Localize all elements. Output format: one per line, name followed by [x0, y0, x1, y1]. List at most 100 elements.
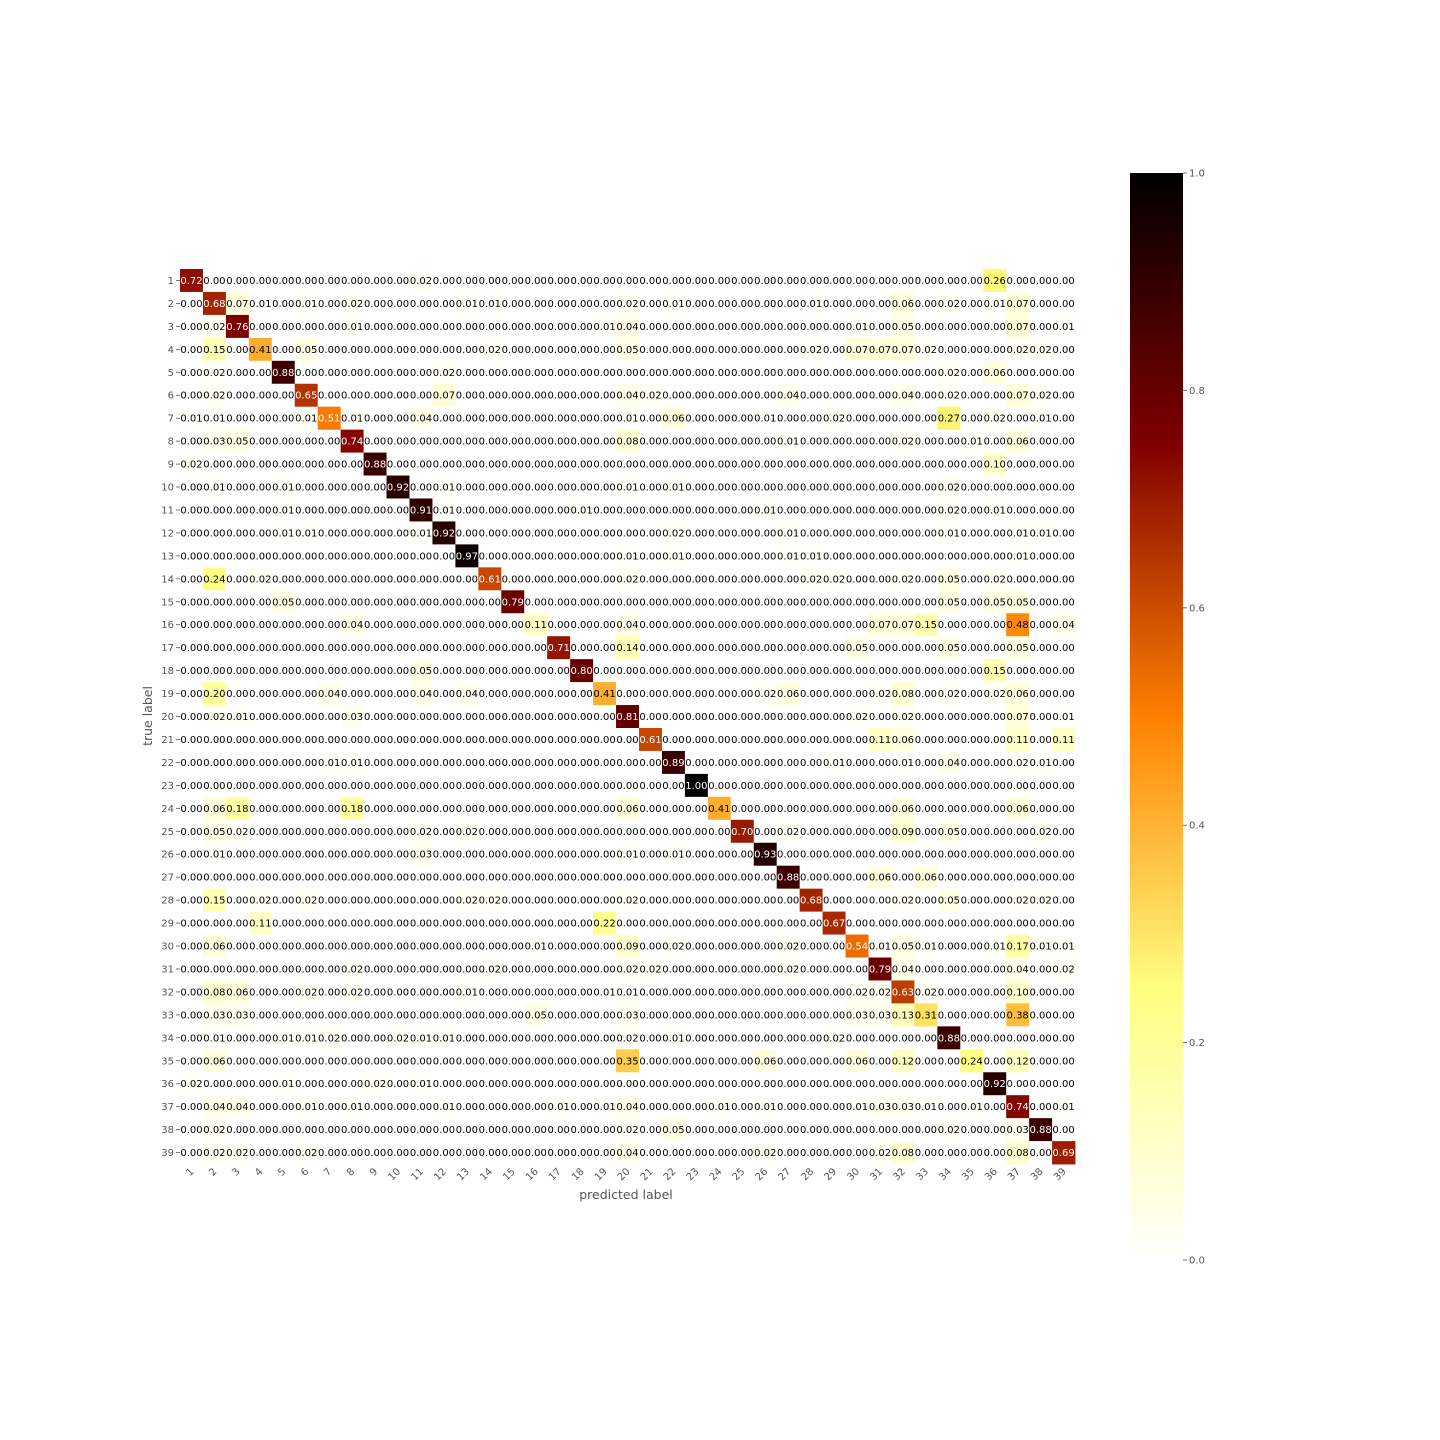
- cell-value-label: 0.03: [869, 1010, 891, 1021]
- cell-value-label: 0.00: [180, 391, 202, 402]
- y-tick-label: 24: [161, 804, 174, 815]
- cell-value-label: 0.01: [984, 505, 1006, 516]
- cell-value-label: 0.00: [708, 758, 730, 769]
- cell-value-label: 0.07: [892, 345, 914, 356]
- cell-value-label: 0.00: [800, 597, 822, 608]
- cell-value-label: 0.00: [341, 505, 363, 516]
- cell-value-label: 0.00: [249, 666, 271, 677]
- heatmap-cell: [914, 383, 938, 408]
- cell-value-label: 0.00: [387, 1125, 409, 1136]
- cell-value-label: 0.00: [249, 781, 271, 792]
- heatmap-cell: [180, 314, 204, 339]
- cell-value-label: 0.00: [846, 597, 868, 608]
- cell-value-label: 0.00: [249, 1033, 271, 1044]
- cell-value-label: 0.00: [456, 1033, 478, 1044]
- cell-value-label: 0.03: [616, 1010, 638, 1021]
- heatmap-cell: [845, 269, 869, 293]
- cell-value-label: 0.00: [915, 483, 937, 494]
- cell-value-label: 0.00: [410, 1010, 432, 1021]
- cell-value-label: 0.41: [249, 345, 271, 356]
- cell-value-label: 0.00: [1052, 368, 1074, 379]
- cell-value-label: 0.00: [662, 689, 684, 700]
- cell-value-label: 0.00: [662, 1148, 684, 1159]
- cell-value-label: 0.00: [616, 781, 638, 792]
- cell-value-label: 0.02: [479, 345, 501, 356]
- cell-value-label: 0.00: [180, 368, 202, 379]
- cell-value-label: 0.01: [548, 1102, 570, 1113]
- cell-value-label: 0.00: [961, 735, 983, 746]
- cell-value-label: 0.00: [915, 758, 937, 769]
- cell-value-label: 0.02: [1007, 345, 1029, 356]
- y-tick-label: 17: [161, 643, 174, 654]
- heatmap-cell: [730, 475, 755, 499]
- cell-value-label: 0.02: [823, 414, 845, 425]
- heatmap-cell: [478, 521, 502, 545]
- heatmap-cell: [524, 406, 548, 431]
- cell-value-label: 0.00: [938, 1010, 960, 1021]
- cell-value-label: 0.00: [479, 873, 501, 884]
- heatmap-cell: [202, 269, 227, 293]
- cell-value-label: 0.00: [823, 322, 845, 333]
- heatmap-cell: [707, 544, 732, 568]
- cell-value-label: 0.00: [525, 414, 547, 425]
- cell-value-label: 0.07: [1007, 322, 1029, 333]
- heatmap-cell: [317, 269, 342, 293]
- cell-value-label: 0.00: [433, 1125, 455, 1136]
- cell-value-label: 0.00: [869, 804, 891, 815]
- cell-value-label: 0.00: [731, 368, 753, 379]
- cell-value-label: 0.01: [777, 551, 799, 562]
- cell-value-label: 0.00: [525, 712, 547, 723]
- heatmap-cells: 0.72 0.00 0.00 0.00 0.00 0.00 0.00 0.00 0.00 0.00…: [180, 269, 1076, 1165]
- cell-value-label: 0.02: [823, 1033, 845, 1044]
- cell-value-label: 0.00: [249, 850, 271, 861]
- cell-value-label: 0.00: [226, 919, 248, 930]
- cell-value-label: 0.00: [938, 873, 960, 884]
- heatmap-cell: [271, 498, 296, 522]
- cell-value-label: 0.00: [708, 1079, 730, 1090]
- cell-value-label: 0.00: [685, 964, 707, 975]
- heatmap-cell: [386, 498, 410, 522]
- heatmap-cell: [1006, 429, 1030, 453]
- cell-value-label: 0.00: [479, 735, 501, 746]
- cell-value-label: 0.00: [341, 689, 363, 700]
- heatmap-cell: [707, 383, 732, 408]
- cell-value-label: 0.00: [915, 1079, 937, 1090]
- cell-value-label: 0.01: [1052, 1102, 1074, 1113]
- cell-value-label: 0.06: [203, 804, 225, 815]
- cell-value-label: 0.00: [961, 322, 983, 333]
- heatmap-cell: [455, 452, 479, 476]
- heatmap-cell: [363, 269, 387, 293]
- cell-value-label: 0.00: [318, 368, 340, 379]
- cell-value-label: 0.00: [295, 551, 317, 562]
- cell-value-label: 0.00: [639, 528, 661, 539]
- cell-value-label: 0.00: [846, 827, 868, 838]
- cell-value-label: 0.00: [984, 873, 1006, 884]
- heatmap-cell: [1006, 291, 1030, 316]
- cell-value-label: 0.00: [639, 643, 661, 654]
- y-tick-label: 7: [168, 414, 174, 425]
- cell-value-label: 0.00: [295, 368, 317, 379]
- cell-value-label: 0.02: [249, 896, 271, 907]
- cell-value-label: 0.00: [433, 712, 455, 723]
- cell-value-label: 0.00: [731, 643, 753, 654]
- cell-value-label: 0.00: [479, 919, 501, 930]
- cell-value-label: 0.00: [731, 414, 753, 425]
- cell-value-label: 0.00: [731, 1125, 753, 1136]
- cell-value-label: 0.08: [892, 689, 914, 700]
- cell-value-label: 0.00: [616, 460, 638, 471]
- cell-value-label: 0.00: [570, 873, 592, 884]
- heatmap-cell: [845, 383, 869, 408]
- cell-value-label: 0.00: [731, 666, 753, 677]
- heatmap-cell: [799, 429, 823, 453]
- cell-value-label: 0.00: [823, 368, 845, 379]
- cell-value-label: 0.00: [593, 1056, 615, 1067]
- cell-value-label: 0.00: [708, 460, 730, 471]
- x-axis-ticks: 1 2 3 4 5 6 7 8 9 10 11 12 13 14 15 16 17 18 19 20 21 22 23 24 2…: [184, 1166, 1068, 1183]
- cell-value-label: 0.00: [846, 391, 868, 402]
- heatmap-cell: [845, 544, 869, 568]
- cell-value-label: 0.00: [1007, 1079, 1029, 1090]
- heatmap-cell: [478, 429, 502, 453]
- cell-value-label: 0.00: [731, 1079, 753, 1090]
- cell-value-label: 0.00: [961, 620, 983, 631]
- colorbar-tick-label: 0.4: [1189, 821, 1205, 832]
